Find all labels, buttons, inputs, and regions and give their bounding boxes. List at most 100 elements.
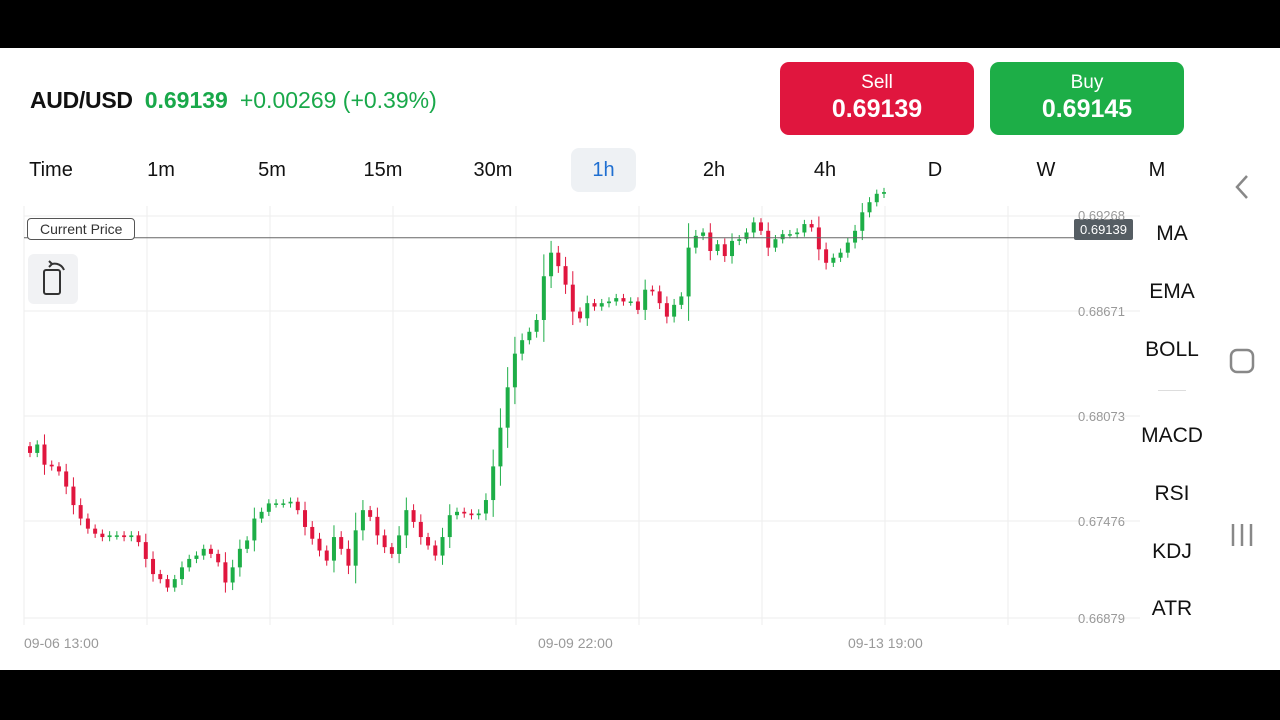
candle-body [143,542,148,559]
candle-body [85,518,90,529]
sell-label: Sell [861,72,893,93]
candle-body [462,511,467,514]
candle-body [476,513,481,516]
candle-body [730,240,735,257]
candle-body [331,537,336,561]
candle-body [512,353,517,388]
candle-body [339,537,344,549]
tab-2h[interactable]: 2h [702,159,726,181]
candle-body [368,510,373,517]
back-chevron-icon[interactable] [1232,174,1252,200]
candle-body [693,235,698,248]
tab-30m[interactable]: 30m [473,159,513,181]
x-axis-label: 09-06 13:00 [24,635,99,651]
candle-body [606,301,611,304]
candle-body [498,427,503,467]
candle-body [491,466,496,501]
candle-body [744,232,749,240]
tab-time[interactable]: Time [29,159,73,181]
candle-body [136,535,141,543]
candle-body [483,500,488,514]
tab-m[interactable]: M [1148,159,1166,181]
candle-body [585,303,590,319]
candle-body [179,567,184,580]
x-axis-label: 09-09 22:00 [538,635,613,651]
candle-body [433,545,438,556]
candle-body [628,301,633,303]
rotate-screen-icon [43,260,65,295]
buy-button[interactable]: Buy 0.69145 [990,62,1184,135]
candle-body [447,515,452,538]
candle-body [237,548,242,568]
indicator-rsi[interactable]: RSI [1154,482,1190,505]
candle-body [28,446,32,453]
candle-body [672,304,677,317]
candle-body [853,230,858,243]
candle-body [317,538,322,551]
candle-body [426,537,431,546]
candle-body [78,505,83,519]
candle-body [599,303,604,307]
candle-body [469,513,474,516]
tab-1h[interactable]: 1h [571,148,636,192]
candle-body [650,289,655,292]
rotate-screen-button[interactable] [28,254,78,304]
trading-screen [0,48,1280,670]
candle-body [223,562,228,583]
candle-body [831,257,836,263]
tab-15m[interactable]: 15m [363,159,403,181]
indicator-ema[interactable]: EMA [1149,280,1195,303]
y-axis-label: 0.68073 [1078,409,1125,424]
indicator-boll[interactable]: BOLL [1145,338,1199,361]
candle-body [360,510,365,531]
candle-body [592,303,597,307]
tab-1m[interactable]: 1m [147,159,175,181]
candle-body [172,579,177,588]
candle-body [129,535,134,538]
candle-body [165,579,170,588]
indicator-ma[interactable]: MA [1156,222,1188,245]
sell-button[interactable]: Sell 0.69139 [780,62,974,135]
tab-5m[interactable]: 5m [258,159,286,181]
recent-apps-icon[interactable] [1230,522,1254,548]
candle-body [310,526,315,539]
home-square-icon[interactable] [1229,348,1255,374]
candle-body [570,284,575,312]
candle-body [686,247,691,297]
candle-body [549,252,554,277]
candle-body [635,301,640,310]
instrument-header: AUD/USD 0.69139 +0.00269 (+0.39%) [30,86,437,114]
candle-body [411,510,416,522]
tab-d[interactable]: D [927,159,943,181]
candle-body [353,530,358,566]
candle-body [527,331,532,341]
last-price: 0.69139 [144,86,228,113]
candle-body [158,574,163,580]
candle-body [346,548,351,566]
candle-body [708,232,713,252]
indicator-atr[interactable]: ATR [1151,597,1193,620]
candle-body [375,516,380,536]
candle-body [252,518,257,541]
indicator-kdj[interactable]: KDJ [1152,540,1192,563]
candle-body [614,298,619,302]
navigation-bar [0,670,1280,720]
indicator-macd[interactable]: MACD [1141,424,1203,447]
candle-body [664,303,669,317]
tab-4h[interactable]: 4h [813,159,837,181]
y-axis-label: 0.67476 [1078,514,1125,529]
candle-body [201,548,206,556]
candle-body [100,533,105,538]
candle-body [35,444,40,453]
candle-body [643,289,648,310]
candle-body [809,224,814,228]
candle-body [722,244,727,257]
buy-label: Buy [1070,72,1104,93]
candle-body [541,276,546,320]
candle-body [49,464,54,467]
tab-w[interactable]: W [1036,159,1056,181]
candle-body [56,466,61,472]
candle-body [245,540,250,549]
candle-body [259,511,264,519]
